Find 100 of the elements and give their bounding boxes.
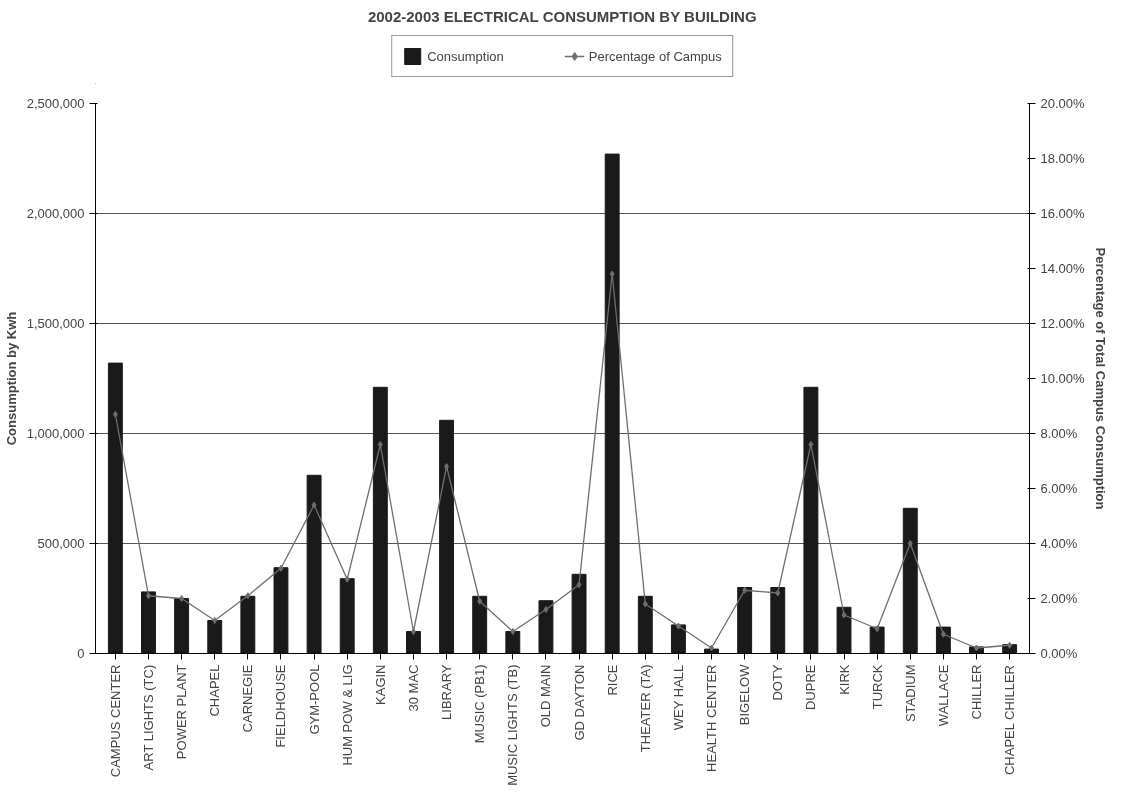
bar [439,419,455,654]
x-tick-label: HEALTH CENTER [704,664,720,772]
y2-tick-label: 20.00% [1040,96,1086,111]
x-tick-label: LIBRARY [439,664,455,720]
bar [505,631,521,654]
x-tick-label: POWER PLANT [174,664,190,760]
x-tick-label: CAMPUS CENTER [107,664,123,778]
point [245,592,251,600]
y2-tick-label: 2.00% [1040,591,1078,606]
point [444,463,450,470]
y-tick-label: 500,000 [37,536,85,551]
bar [207,620,223,654]
point [576,581,582,589]
point [510,628,516,635]
x-tick-label: DUPRE [803,664,819,711]
bar [273,567,289,654]
bar [803,386,819,654]
point [145,592,151,600]
bar [240,595,256,654]
bar [141,591,156,654]
point [775,589,781,597]
bar [406,631,421,654]
x-tick-label: CHILLER [969,664,985,720]
y2-tick-label: 12.00% [1040,316,1086,331]
x-tick-label: THEATER (TA) [637,664,653,753]
bar [869,626,885,654]
point [410,628,416,635]
point [112,410,118,418]
x-tick-label: RICE [604,664,620,696]
x-tick-label: WEY HALL [670,664,686,731]
x-tick-label: MUSIC LIGHTS (TB) [505,664,521,786]
point [543,606,549,613]
point [808,441,814,448]
x-tick-label: CARNEGIE [240,664,256,733]
y2-axis-title: Percentage of Total Campus Consumption [1092,247,1108,510]
y-tick-label: 1,000,000 [26,426,85,441]
y-tick-label: 0 [77,646,85,661]
x-tick-label: WALLACE [935,664,951,727]
x-tick-label: OLD MAIN [538,664,554,728]
x-tick-label: 30 MAC [405,664,421,712]
point [377,441,383,448]
point [609,270,615,278]
y2-tick-label: 8.00% [1040,426,1078,441]
x-tick-label: DOTY [770,664,786,701]
bar [770,587,786,654]
x-tick-label: GD DAYTON [571,664,587,741]
bar [472,595,488,654]
y-tick-label: 1,500,000 [26,316,85,331]
y2-tick-label: 4.00% [1040,536,1078,551]
point [709,644,715,652]
point [974,644,980,652]
x-tick-label: ART LIGHTS (TC) [140,664,156,771]
bar [339,578,355,654]
y-tick-label: 2,000,000 [26,206,85,221]
x-tick-label: CHAPEL CHILLER [1002,664,1018,776]
bar [306,474,322,654]
bar [670,624,686,654]
bar [637,595,653,654]
bar [935,626,951,654]
bar [174,598,190,654]
y2-tick-label: 18.00% [1040,151,1086,166]
point [841,611,847,619]
x-tick-label: BIGELOW [737,663,753,726]
y-axis-title: Consumption by Kwh [3,311,19,446]
bar [571,573,587,654]
x-tick-label: KIRK [836,664,852,695]
x-tick-label: GYM-POOL [306,664,322,735]
point [278,564,284,572]
point [940,630,946,638]
y-tick-label: 2,500,000 [26,96,85,111]
x-tick-label: TURCK [869,664,885,710]
bar [737,587,753,654]
x-tick-label: HUM POW & LIG [339,664,355,766]
y2-tick-label: 0.00% [1040,646,1078,661]
point [675,622,681,630]
y2-tick-label: 14.00% [1040,261,1086,276]
point [212,617,218,624]
y2-tick-label: 6.00% [1040,481,1078,496]
legend-label: Consumption [427,48,504,64]
y2-tick-label: 16.00% [1040,206,1086,221]
y2-tick-label: 10.00% [1040,371,1086,386]
x-tick-label: FIELDHOUSE [273,664,289,748]
point [742,586,748,594]
point [642,600,648,608]
x-tick-label: CHAPEL [207,664,223,717]
legend-label: Percentage of Campus [588,48,722,64]
chart-title: 2002-2003 ELECTRICAL CONSUMPTION BY BUILDING [367,7,757,25]
point [344,575,350,583]
point [179,595,185,602]
bar [604,153,620,654]
point [874,625,880,633]
bar [836,606,852,654]
point [311,501,317,509]
point [477,597,483,605]
bar [902,507,918,654]
bar [107,362,123,654]
x-tick-label: STADIUM [902,664,918,723]
bar [538,600,554,654]
point [907,540,913,547]
x-tick-label: MUSIC (PB1) [472,664,488,744]
